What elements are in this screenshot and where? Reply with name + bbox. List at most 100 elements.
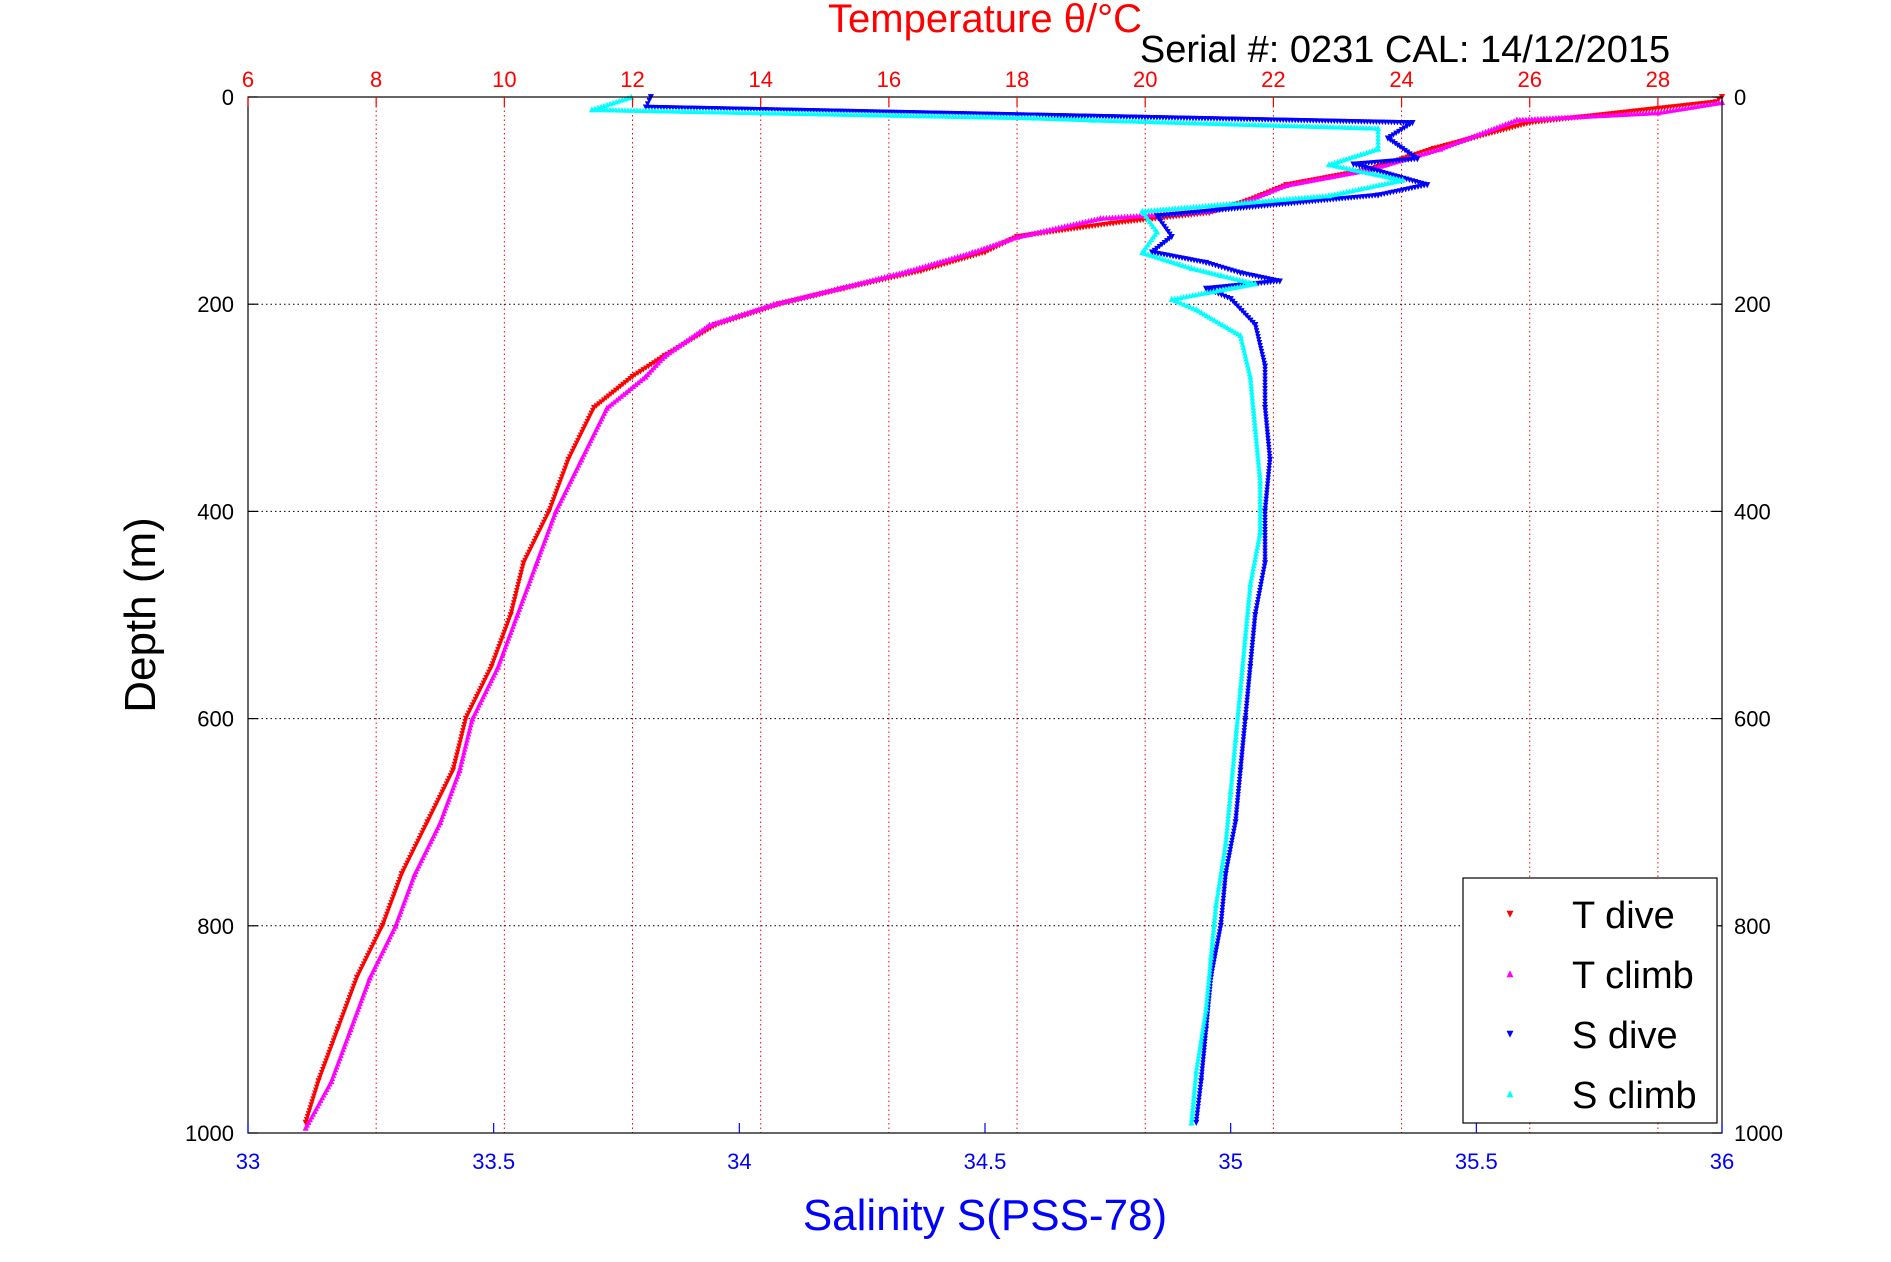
data-point [1710,100,1716,107]
legend-marker-3 [1506,1030,1514,1038]
data-point [558,477,564,483]
data-point [1241,725,1248,731]
data-point [1241,731,1247,737]
data-point [619,96,625,103]
data-point [310,1096,316,1102]
data-point [798,294,804,301]
data-point [1175,298,1181,305]
salinity-tick-label: 34.5 [964,1149,1007,1174]
data-point [373,936,379,943]
data-point [1219,907,1226,914]
data-point [1165,257,1172,264]
data-point [1254,600,1261,606]
data-point [1264,432,1271,439]
data-point [559,474,565,480]
data-point [1431,147,1437,154]
data-point [348,989,355,995]
data-point [628,385,634,392]
data-point [1688,104,1695,110]
data-point [1471,132,1478,139]
data-point [1262,554,1268,561]
data-point [440,786,447,793]
data-point [1667,107,1673,114]
data-point [1061,223,1068,229]
data-point [1262,511,1268,518]
data-point [1145,251,1151,257]
data-point [454,749,461,756]
data-point [332,1032,339,1039]
data-point [960,251,967,258]
temperature-tick-label: 10 [492,67,516,92]
data-point [718,318,724,324]
data-point [1265,478,1271,484]
data-point [1691,103,1698,110]
data-point [1148,252,1154,258]
data-point [576,435,583,441]
data-point [1676,106,1683,112]
data-point [831,286,838,293]
temperature-tick-label: 12 [620,67,644,92]
data-point [513,591,519,597]
data-point [785,297,792,304]
data-point [1262,408,1269,414]
data-point [721,317,727,323]
data-point [1265,189,1272,195]
data-point [1346,154,1352,161]
data-point [1202,1038,1208,1045]
data-point [1263,496,1270,503]
data-point [314,1081,321,1088]
data-point [870,276,876,283]
data-point [1176,261,1183,267]
data-point [1491,125,1497,132]
data-point [804,293,810,299]
data-point [1085,217,1092,224]
data-point [1232,329,1239,335]
data-point [345,997,352,1004]
data-point [432,803,439,809]
data-point [1171,259,1177,266]
data-point [1703,101,1710,108]
data-point [1239,752,1245,759]
data-point [914,265,920,272]
data-point [531,538,538,545]
legend: T dive T climb S dive S climb [1462,877,1718,1124]
data-point [1020,232,1026,239]
data-point [1094,215,1101,222]
data-point [359,964,366,970]
data-point [347,992,354,998]
data-point [925,262,932,268]
data-point [1220,892,1227,899]
data-point [1248,651,1255,658]
data-point [1212,950,1219,957]
data-point [1035,229,1041,235]
data-point [577,432,584,439]
data-point [1265,438,1272,445]
data-point [1494,124,1500,130]
data-point [517,572,524,579]
data-point [1262,517,1268,524]
data-point [337,1020,343,1027]
data-point [1266,453,1273,460]
data-point [884,273,891,279]
data-point [1238,758,1245,765]
data-point [1224,865,1230,871]
data-point [1250,627,1257,634]
data-point [475,691,481,698]
data-point [1261,563,1268,570]
data-point [1219,321,1226,328]
data-point [539,522,546,528]
data-point [1201,1041,1208,1048]
data-point [1261,566,1267,573]
data-point [1239,277,1246,284]
data-point [625,94,632,101]
data-point [999,239,1005,245]
data-point [1465,135,1472,141]
data-point [392,888,399,895]
data-point [1190,305,1197,311]
data-point [1253,609,1259,615]
data-point [451,764,457,771]
data-point [1224,862,1231,868]
data-point [1661,108,1667,115]
data-point [934,259,941,266]
data-point [1196,1091,1203,1097]
